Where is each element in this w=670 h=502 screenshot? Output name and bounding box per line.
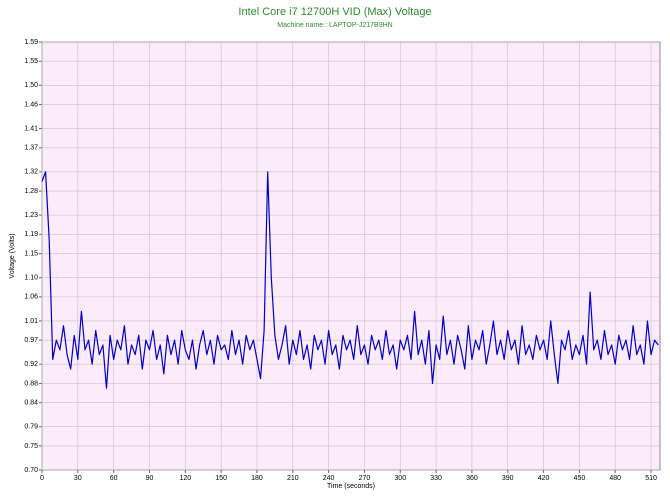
- x-tick-label: 390: [502, 475, 514, 482]
- x-tick-label: 180: [251, 475, 263, 482]
- y-tick-label: 1.46: [24, 101, 38, 108]
- x-tick-label: 300: [394, 475, 406, 482]
- y-tick-label: 1.10: [24, 274, 38, 281]
- y-tick-label: 0.75: [24, 443, 38, 450]
- y-tick-label: 0.79: [24, 424, 38, 431]
- x-axis-label: Time (seconds): [327, 483, 375, 490]
- x-tick-label: 270: [359, 475, 371, 482]
- y-tick-label: 1.01: [24, 318, 38, 325]
- x-tick-label: 480: [609, 475, 621, 482]
- y-tick-label: 0.84: [24, 400, 38, 407]
- x-tick-label: 510: [645, 475, 657, 482]
- x-tick-label: 330: [430, 475, 442, 482]
- y-tick-label: 0.88: [24, 380, 38, 387]
- x-tick-label: 0: [40, 475, 44, 482]
- x-tick-label: 150: [215, 475, 227, 482]
- x-tick-label: 120: [179, 475, 191, 482]
- y-tick-label: 1.59: [24, 39, 38, 46]
- y-axis-label: Voltage (Volts): [9, 233, 16, 278]
- data-line: [41, 171, 659, 389]
- y-tick-label: 1.37: [24, 145, 38, 152]
- x-tick-label: 30: [74, 475, 82, 482]
- x-tick-label: 90: [146, 475, 154, 482]
- y-tick-label: 1.41: [24, 125, 38, 132]
- x-tick-label: 450: [574, 475, 586, 482]
- y-tick-label: 1.15: [24, 250, 38, 257]
- chart-subtitle: Machine name : LAPTOP-J217B9HN: [277, 22, 392, 29]
- chart-title: Intel Core i7 12700H VID (Max) Voltage: [238, 6, 431, 18]
- x-tick-label: 360: [466, 475, 478, 482]
- y-tick-label: 1.28: [24, 188, 38, 195]
- y-tick-label: 1.19: [24, 231, 38, 238]
- y-tick-label: 1.55: [24, 58, 38, 65]
- x-tick-label: 240: [323, 475, 335, 482]
- x-tick-label: 210: [287, 475, 299, 482]
- y-tick-label: 0.70: [24, 467, 38, 474]
- y-tick-label: 1.23: [24, 212, 38, 219]
- y-tick-label: 1.32: [24, 169, 38, 176]
- y-tick-label: 1.06: [24, 294, 38, 301]
- y-tick-label: 0.92: [24, 361, 38, 368]
- x-tick-label: 420: [538, 475, 550, 482]
- y-tick-label: 0.97: [24, 337, 38, 344]
- x-tick-label: 60: [110, 475, 118, 482]
- plot-area: [41, 41, 661, 471]
- y-tick-label: 1.50: [24, 82, 38, 89]
